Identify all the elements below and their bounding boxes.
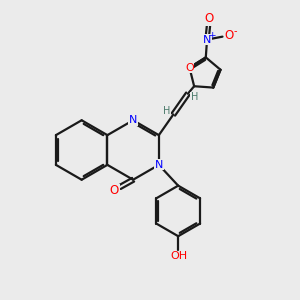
Text: O: O xyxy=(204,12,213,25)
Text: N: N xyxy=(203,34,211,45)
Text: O: O xyxy=(185,63,194,73)
Text: H: H xyxy=(163,106,170,116)
Text: -: - xyxy=(233,26,237,36)
Text: OH: OH xyxy=(170,251,188,261)
Text: O: O xyxy=(110,184,119,197)
Text: N: N xyxy=(129,115,137,125)
Text: N: N xyxy=(155,160,163,170)
Text: O: O xyxy=(224,29,234,42)
Text: H: H xyxy=(191,92,198,102)
Text: +: + xyxy=(208,31,216,40)
